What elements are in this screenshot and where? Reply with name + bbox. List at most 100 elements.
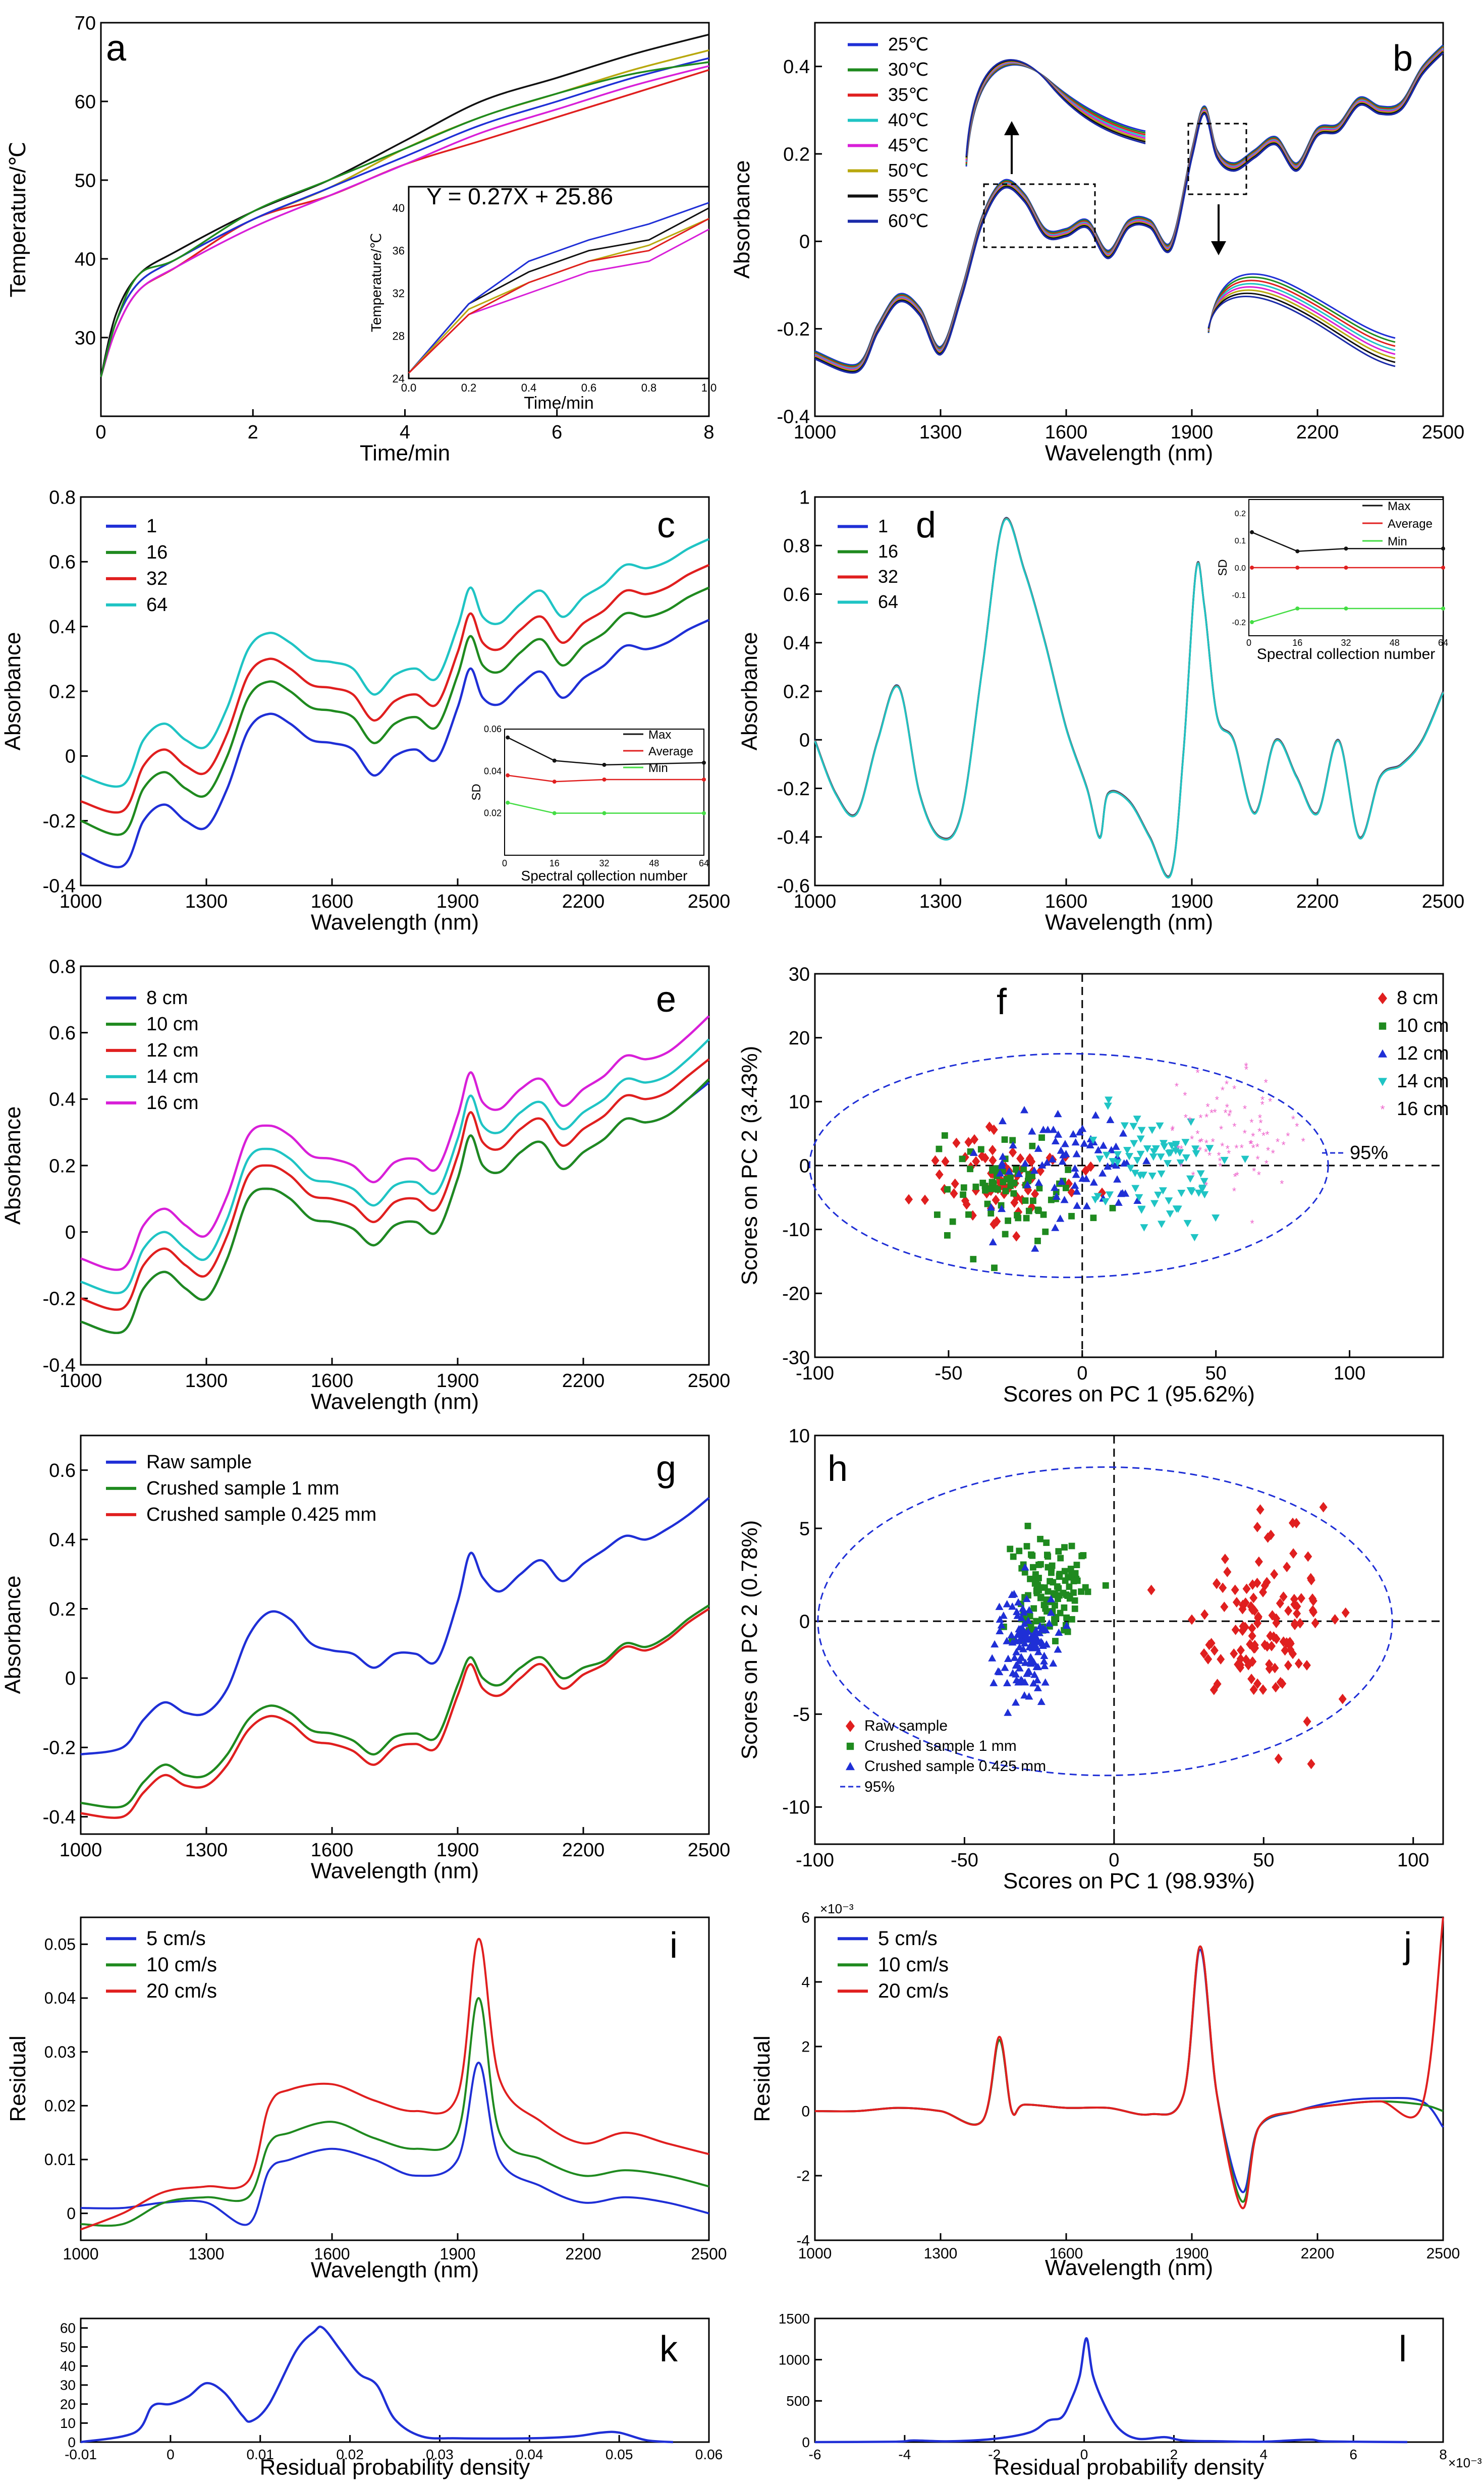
x-tick-label: 1600 — [1050, 2245, 1083, 2262]
x-axis-label: Wavelength (nm) — [311, 910, 479, 934]
x-tick-label: -50 — [951, 1850, 978, 1871]
scatter-point — [1005, 1217, 1012, 1224]
scatter-point — [1089, 1178, 1098, 1186]
scatter-point: * — [1380, 1103, 1385, 1116]
x-tick-label: 0.06 — [695, 2447, 723, 2462]
scatter-point: * — [1226, 1143, 1230, 1155]
scatter-point — [1017, 1614, 1026, 1621]
scatter-point — [1038, 1161, 1047, 1169]
scatter-point — [1027, 1201, 1036, 1212]
scatter-point — [1279, 1591, 1288, 1602]
scatter-point — [1042, 1228, 1049, 1235]
scatter-point — [1106, 1191, 1114, 1199]
ellipse-legend-label: 95% — [864, 1779, 895, 1795]
scatter-point — [1028, 1551, 1034, 1558]
scatter-point — [984, 1200, 991, 1207]
zoom-curve-down — [1207, 273, 1396, 339]
scatter-point — [1068, 1542, 1075, 1550]
inset-point — [1441, 566, 1445, 570]
scatter-point — [988, 1238, 997, 1246]
scatter-point — [1133, 1157, 1141, 1165]
scatter-point — [1272, 1613, 1281, 1624]
zoom-curve-down — [1207, 280, 1396, 347]
x-tick-label: 2200 — [1296, 891, 1339, 912]
x-tick-label: 50 — [1253, 1850, 1274, 1871]
scatter-point — [1036, 1185, 1043, 1192]
legend-label: 1 — [146, 516, 157, 537]
scatter-point — [1030, 1166, 1038, 1174]
scatter-point — [1020, 1105, 1028, 1114]
scatter-point — [1020, 1166, 1027, 1173]
scatter-point — [990, 1219, 998, 1230]
scatter-point — [1172, 1141, 1180, 1148]
scatter-point — [1104, 1162, 1112, 1170]
scatter-point — [1157, 1170, 1166, 1178]
x-tick-label: -2 — [988, 2447, 1001, 2462]
y-tick-label: -0.4 — [43, 1355, 76, 1376]
scatter-point: * — [1250, 1218, 1254, 1230]
y-tick-label: 0.4 — [783, 633, 810, 654]
inset-x-tick-label: 0.6 — [581, 381, 597, 394]
scatter-point: * — [1198, 1113, 1202, 1124]
legend-label: 20 cm/s — [878, 1980, 949, 2002]
x-axis-label: Scores on PC 1 (95.62%) — [1003, 1381, 1255, 1406]
scatter-point — [998, 1204, 1006, 1212]
scatter-point — [1267, 1529, 1275, 1540]
scatter-point — [1025, 1153, 1034, 1164]
x-tick-label: 4 — [1259, 2447, 1268, 2462]
scatter-point — [1050, 1590, 1057, 1597]
series-line-run4 — [100, 65, 709, 377]
scatter-point — [999, 1152, 1007, 1160]
scatter-point — [1263, 1532, 1272, 1543]
series-line-55℃ — [814, 51, 1444, 373]
scatter-point — [1034, 1144, 1042, 1152]
inset-point — [1250, 566, 1254, 570]
scatter-point — [988, 1144, 997, 1155]
plot-frame — [80, 2317, 710, 2443]
scatter-point — [1150, 1200, 1159, 1207]
scatter-point: * — [1205, 1101, 1210, 1113]
scatter-point — [1212, 1214, 1220, 1222]
scatter-point — [1319, 1502, 1328, 1513]
scatter-point — [1023, 1181, 1032, 1188]
inset-point — [552, 780, 557, 784]
scatter-point — [1198, 1186, 1206, 1193]
y-tick-label: -5 — [793, 1704, 810, 1726]
legend-label: 5 cm/s — [878, 1927, 938, 1950]
y-tick-label: 10 — [60, 2415, 76, 2431]
inset-point — [506, 800, 510, 805]
scatter-point — [1113, 1151, 1122, 1158]
scatter-point — [1251, 1642, 1259, 1653]
scatter-point — [1068, 1616, 1075, 1623]
scatter-point: * — [1171, 1124, 1175, 1136]
legend-label: 64 — [146, 594, 168, 616]
y-tick-label: 0.8 — [49, 956, 76, 977]
y-tick-label: 4 — [801, 1974, 810, 1991]
scatter-point — [1192, 1150, 1200, 1158]
scatter-point — [1066, 1583, 1073, 1590]
scatter-point — [1137, 1127, 1146, 1134]
scatter-point — [1114, 1198, 1123, 1206]
legend-label: Crushed sample 0.425 mm — [864, 1758, 1046, 1775]
scatter-point — [1047, 1595, 1055, 1602]
scatter-point — [1107, 1146, 1116, 1153]
scatter-point — [1160, 1143, 1169, 1151]
scatter-point — [1341, 1607, 1350, 1618]
scatter-point — [1174, 1205, 1182, 1213]
scatter-point — [1015, 1170, 1023, 1177]
scatter-point — [1308, 1593, 1317, 1604]
panel-label: a — [106, 28, 127, 69]
scatter-point — [1109, 1204, 1116, 1211]
series-line-16-cm — [80, 1015, 710, 1271]
scatter-point — [1082, 1175, 1090, 1182]
series-line-14-cm — [80, 1038, 710, 1294]
scatter-point — [1187, 1614, 1196, 1625]
legend-label: 30℃ — [888, 59, 928, 80]
scatter-point — [1061, 1140, 1069, 1147]
scatter-point — [1057, 1146, 1065, 1154]
y-tick-label: 0.2 — [783, 681, 810, 702]
scatter-point — [1194, 1189, 1203, 1197]
scatter-point — [1049, 1126, 1058, 1133]
scatter-point — [1071, 1605, 1078, 1612]
scatter-point: * — [1258, 1113, 1262, 1124]
